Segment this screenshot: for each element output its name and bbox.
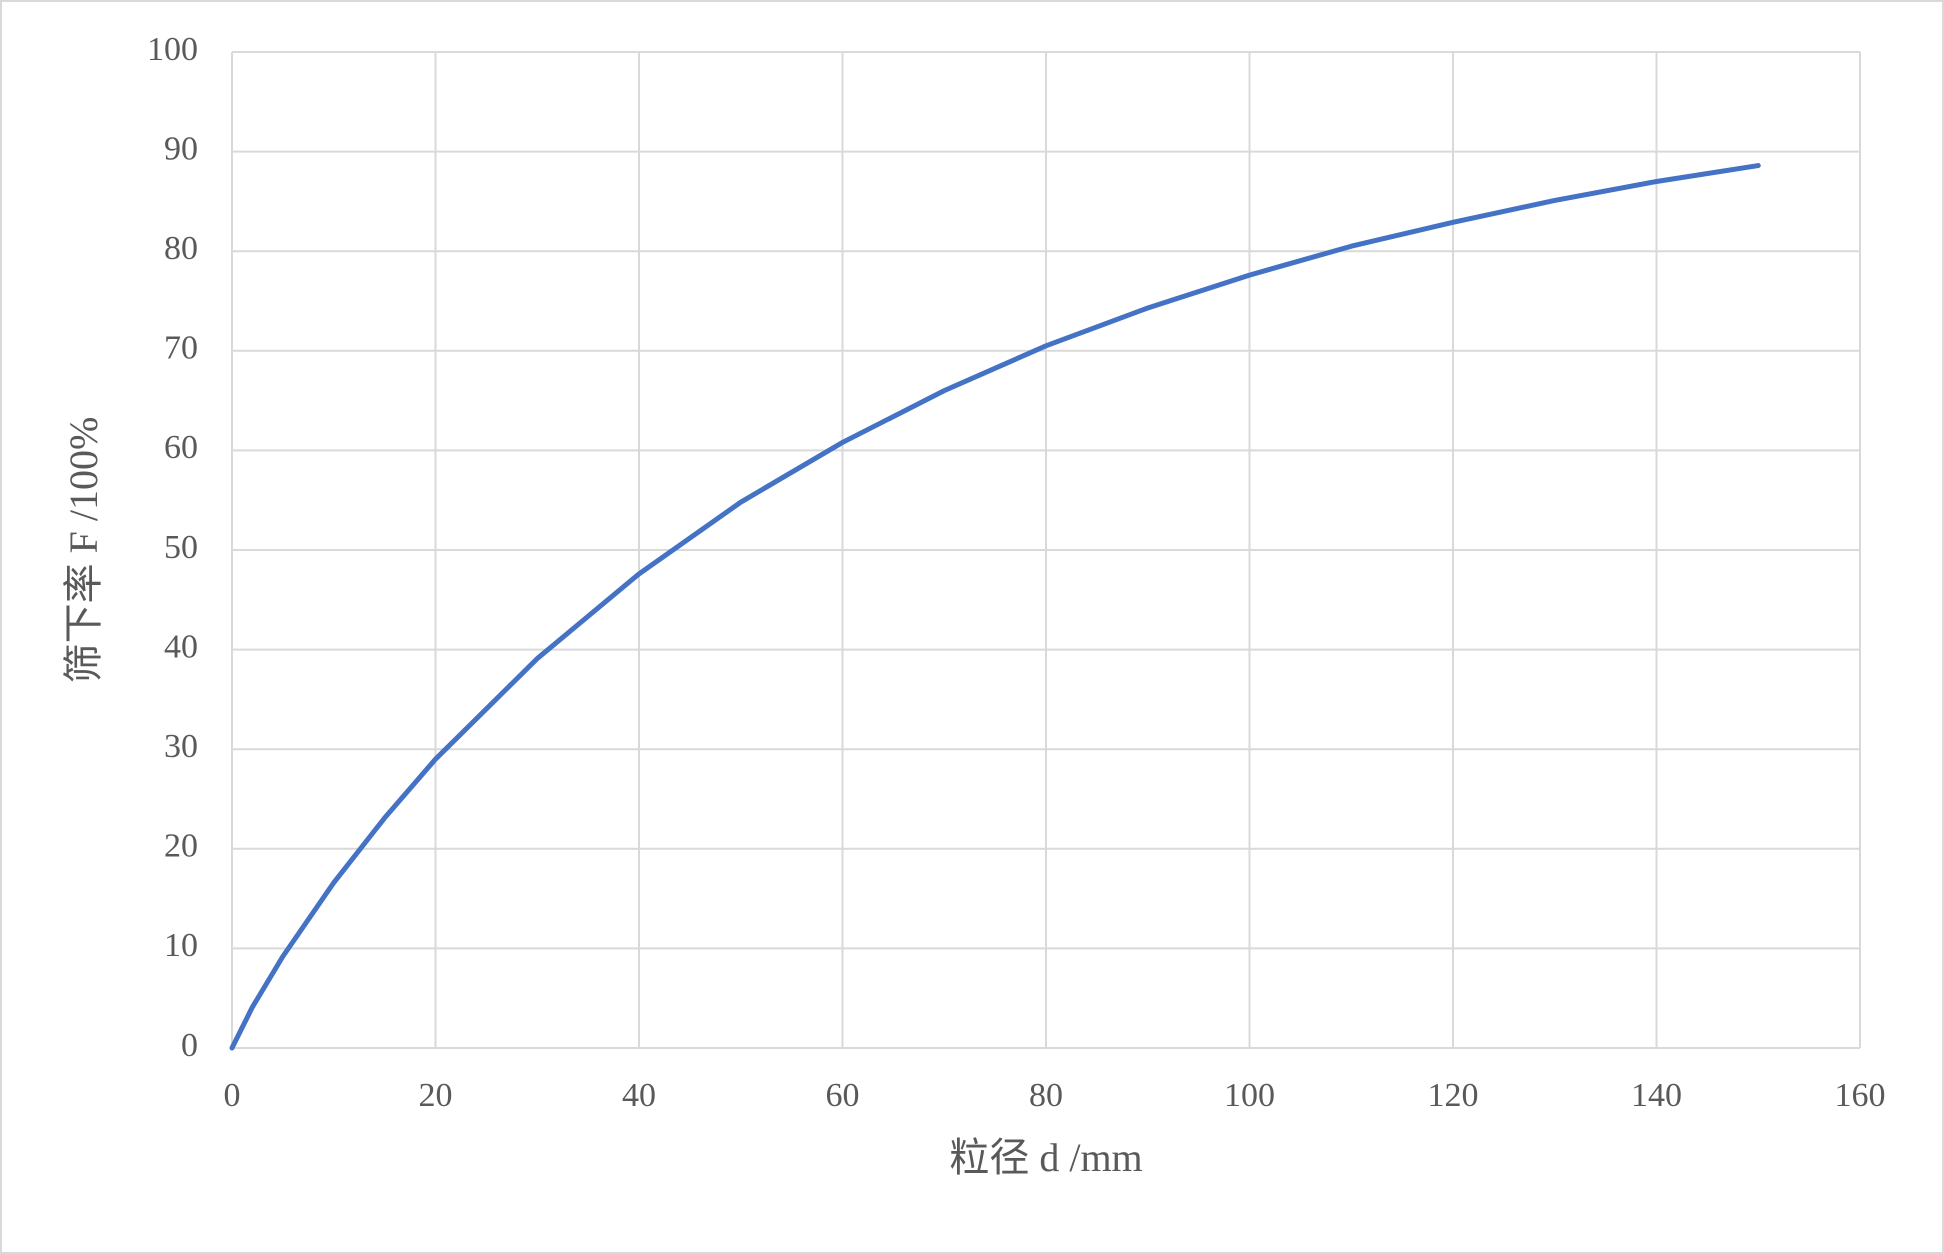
line-series [229,163,1761,1051]
x-tick-label: 160 [1835,1077,1886,1114]
y-tick-label: 80 [164,230,198,267]
x-tick-label: 20 [419,1077,453,1114]
x-axis-label: 粒径 d /mm [949,1135,1142,1180]
y-tick-label: 60 [164,429,198,466]
y-tick-label: 50 [164,529,198,566]
y-tick-label: 100 [147,31,198,68]
y-axis-label: 筛下率 F /100% [61,417,106,684]
y-tick-label: 90 [164,130,198,167]
x-tick-label: 60 [826,1077,860,1114]
y-tick-label: 0 [181,1027,198,1064]
y-tick-label: 20 [164,828,198,865]
x-tick-label: 0 [224,1077,241,1114]
x-tick-label: 120 [1428,1077,1479,1114]
x-tick-label: 100 [1224,1077,1275,1114]
y-tick-label: 10 [164,927,198,964]
x-tick-label: 80 [1029,1077,1063,1114]
y-tick-label: 40 [164,628,198,665]
y-tick-label: 30 [164,728,198,765]
x-tick-label: 140 [1631,1077,1682,1114]
y-tick-label: 70 [164,330,198,367]
x-tick-label: 40 [622,1077,656,1114]
